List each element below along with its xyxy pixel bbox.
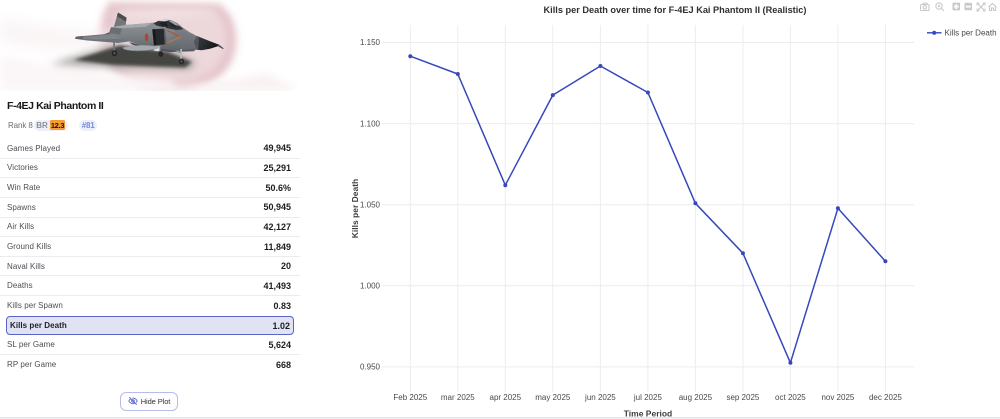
svg-text:1.050: 1.050 bbox=[360, 201, 381, 210]
svg-text:dec 2025: dec 2025 bbox=[869, 393, 902, 402]
svg-text:Feb 2025: Feb 2025 bbox=[393, 393, 427, 402]
svg-text:mar 2025: mar 2025 bbox=[441, 393, 475, 402]
svg-text:Kills per Death: Kills per Death bbox=[945, 29, 997, 38]
svg-text:1.000: 1.000 bbox=[360, 282, 381, 291]
svg-text:nov 2025: nov 2025 bbox=[821, 393, 854, 402]
svg-text:sep 2025: sep 2025 bbox=[726, 393, 759, 402]
svg-text:1.100: 1.100 bbox=[360, 119, 381, 128]
svg-text:Kills per Death: Kills per Death bbox=[350, 179, 360, 239]
svg-text:jun 2025: jun 2025 bbox=[584, 393, 616, 402]
svg-text:1.150: 1.150 bbox=[360, 38, 381, 47]
svg-text:may 2025: may 2025 bbox=[535, 393, 571, 402]
svg-text:jul 2025: jul 2025 bbox=[633, 393, 663, 402]
svg-text:Time Period: Time Period bbox=[624, 408, 673, 418]
svg-text:oct 2025: oct 2025 bbox=[775, 393, 806, 402]
svg-text:Kills per Death over time for: Kills per Death over time for F-4EJ Kai … bbox=[544, 5, 807, 15]
svg-text:0.950: 0.950 bbox=[360, 363, 381, 372]
svg-text:aug 2025: aug 2025 bbox=[679, 393, 713, 402]
svg-text:apr 2025: apr 2025 bbox=[490, 393, 522, 402]
